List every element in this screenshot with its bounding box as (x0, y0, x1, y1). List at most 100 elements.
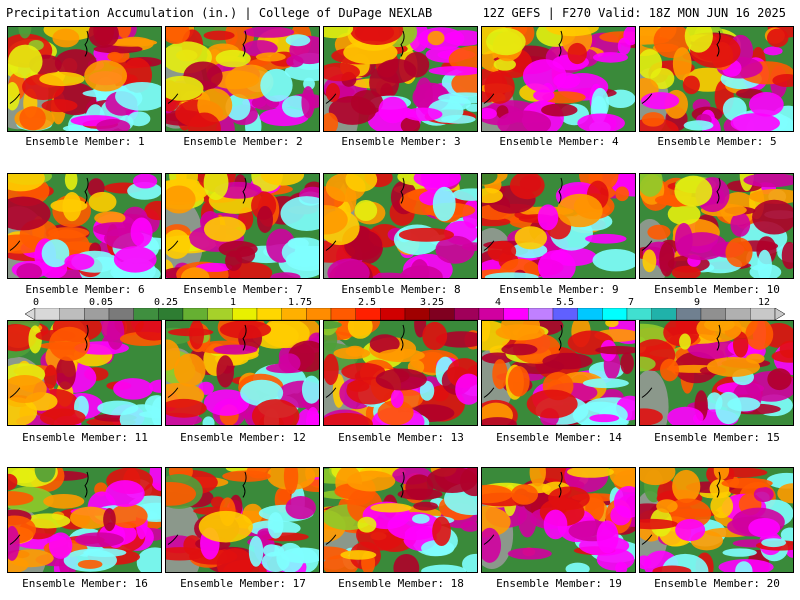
map-panel (165, 467, 320, 573)
map-panel (639, 173, 794, 279)
colorbar-segment (528, 308, 554, 320)
colorbar-segment (158, 308, 184, 320)
colorbar-left-arrow (25, 308, 36, 320)
colorbar-ticks: 0 0.05 0.25 1 1.75 2.5 3.25 4 5.5 7 9 12 (0, 297, 800, 309)
map-panel (165, 26, 320, 132)
panel-label: Ensemble Member: 10 (654, 283, 780, 296)
panel-label: Ensemble Member: 2 (183, 135, 303, 148)
panel-label: Ensemble Member: 15 (654, 431, 780, 444)
precip-field (324, 27, 477, 131)
colorbar-tick-label: 12 (757, 297, 771, 308)
colorbar (25, 308, 785, 320)
colorbar-tick-label: 0.05 (88, 297, 114, 308)
map-panel (639, 467, 794, 573)
panel-label: Ensemble Member: 19 (496, 577, 622, 590)
colorbar-segment (552, 308, 578, 320)
colorbar-segment (34, 308, 60, 320)
colorbar-segment (281, 308, 307, 320)
map-panel (165, 173, 320, 279)
map-panel (7, 173, 162, 279)
precip-field (8, 321, 161, 425)
precip-field (324, 174, 477, 278)
precip-field (324, 468, 477, 572)
colorbar-tick-label: 0 (32, 297, 40, 308)
map-panel (7, 467, 162, 573)
colorbar-segment (676, 308, 702, 320)
precip-field (482, 27, 635, 131)
colorbar-segment (330, 308, 356, 320)
precip-field (324, 321, 477, 425)
panel-label: Ensemble Member: 8 (341, 283, 461, 296)
panel-label: Ensemble Member: 16 (22, 577, 148, 590)
colorbar-tick-label: 7 (627, 297, 635, 308)
colorbar-segment (454, 308, 480, 320)
precip-field (166, 321, 319, 425)
colorbar-segment (503, 308, 529, 320)
panel-label: Ensemble Member: 9 (499, 283, 619, 296)
valid-time: 12Z GEFS | F270 Valid: 18Z MON JUN 16 20… (482, 6, 786, 20)
colorbar-segment (429, 308, 455, 320)
precip-field (482, 468, 635, 572)
panel-label: Ensemble Member: 5 (657, 135, 777, 148)
colorbar-segment (626, 308, 652, 320)
colorbar-segment (133, 308, 159, 320)
colorbar-tick-label: 0.25 (153, 297, 179, 308)
colorbar-segment (355, 308, 381, 320)
colorbar-segment (380, 308, 406, 320)
map-panel (323, 320, 478, 426)
colorbar-tick-label: 3.25 (419, 297, 445, 308)
colorbar-segment (59, 308, 85, 320)
colorbar-segment (182, 308, 208, 320)
precip-field (8, 468, 161, 572)
panel-label: Ensemble Member: 4 (499, 135, 619, 148)
colorbar-segment (84, 308, 110, 320)
panel-label: Ensemble Member: 3 (341, 135, 461, 148)
map-title: Precipitation Accumulation (in.) | Colle… (6, 6, 433, 20)
map-panel (323, 173, 478, 279)
map-panel (481, 173, 636, 279)
colorbar-tick-label: 9 (693, 297, 701, 308)
map-panel (639, 320, 794, 426)
colorbar-segment (232, 308, 258, 320)
colorbar-tick-label: 1 (229, 297, 237, 308)
precip-field (482, 321, 635, 425)
map-panel (481, 467, 636, 573)
map-panel (481, 320, 636, 426)
map-panel (323, 467, 478, 573)
precip-field (640, 468, 793, 572)
map-panel (7, 26, 162, 132)
colorbar-segment (750, 308, 776, 320)
panel-label: Ensemble Member: 17 (180, 577, 306, 590)
colorbar-right-arrow (774, 308, 785, 320)
panel-label: Ensemble Member: 20 (654, 577, 780, 590)
colorbar-segment (700, 308, 726, 320)
map-panel (323, 26, 478, 132)
colorbar-tick-label: 1.75 (287, 297, 313, 308)
header: Precipitation Accumulation (in.) | Colle… (0, 0, 800, 24)
map-panel (7, 320, 162, 426)
panel-label: Ensemble Member: 1 (25, 135, 145, 148)
map-panel (481, 26, 636, 132)
colorbar-segment (577, 308, 603, 320)
precip-field (640, 321, 793, 425)
colorbar-segment (256, 308, 282, 320)
precip-field (166, 27, 319, 131)
precip-field (640, 174, 793, 278)
precip-field (8, 27, 161, 131)
map-panel (165, 320, 320, 426)
colorbar-segment (651, 308, 677, 320)
colorbar-tick-label: 2.5 (357, 297, 377, 308)
precip-field (640, 27, 793, 131)
colorbar-segment (108, 308, 134, 320)
colorbar-tick-label: 4 (494, 297, 502, 308)
colorbar-segment (306, 308, 332, 320)
colorbar-segment (207, 308, 233, 320)
panel-label: Ensemble Member: 7 (183, 283, 303, 296)
panel-label: Ensemble Member: 11 (22, 431, 148, 444)
colorbar-segment (602, 308, 628, 320)
panel-label: Ensemble Member: 14 (496, 431, 622, 444)
colorbar-segment (478, 308, 504, 320)
precip-field (482, 174, 635, 278)
panel-label: Ensemble Member: 18 (338, 577, 464, 590)
colorbar-segment (404, 308, 430, 320)
